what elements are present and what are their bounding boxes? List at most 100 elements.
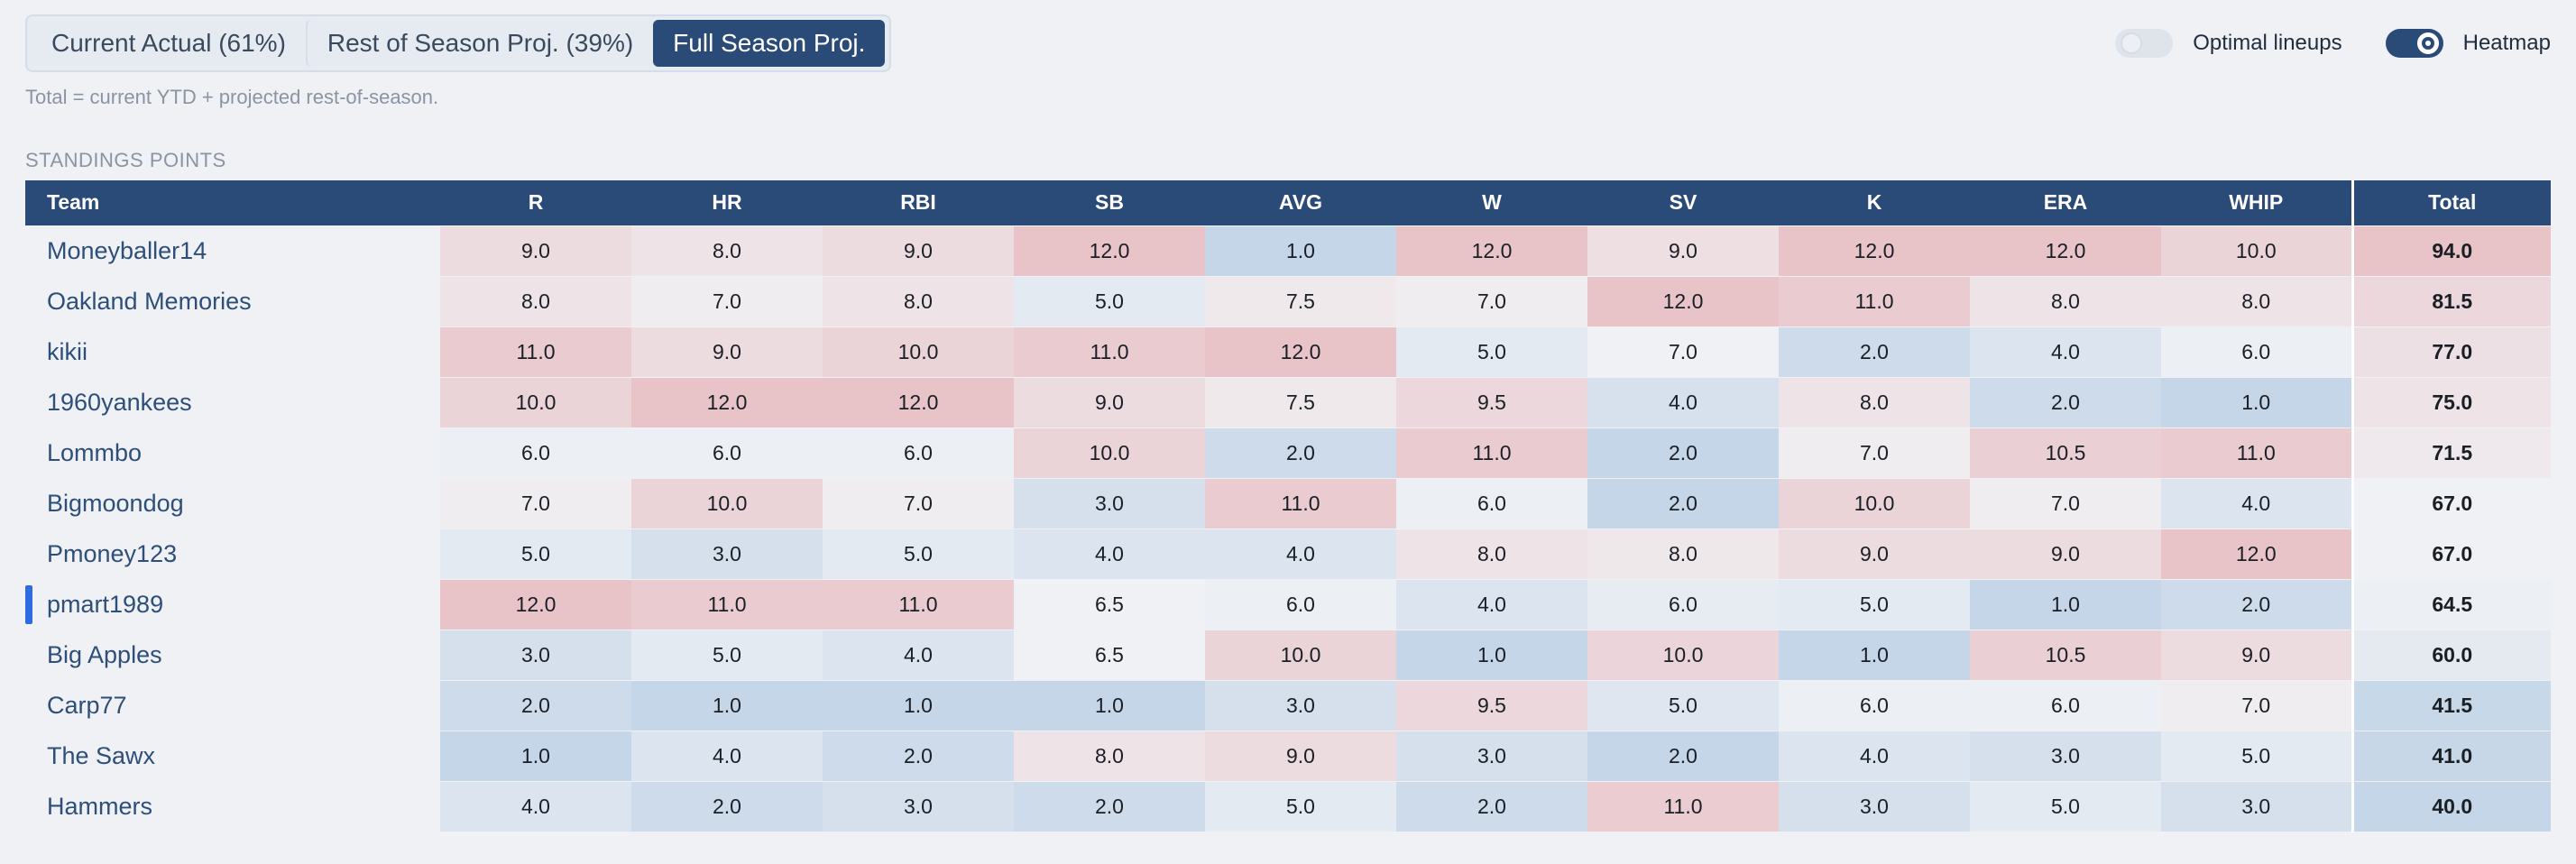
col-header-sb[interactable]: SB bbox=[1014, 180, 1205, 225]
standings-body: Moneyballer14 9.0 8.0 9.0 12.0 1.0 12.0 9.0 12.0… bbox=[25, 225, 2551, 832]
col-header-era[interactable]: ERA bbox=[1970, 180, 2161, 225]
stat-cell: 7.0 bbox=[2161, 679, 2352, 731]
stat-cell: 4.0 bbox=[1396, 578, 1587, 630]
table-row[interactable]: Hammers 4.0 2.0 3.0 2.0 5.0 2.0 11.0 3.0 5.0 3.0 40… bbox=[25, 780, 2551, 832]
stat-cell: 12.0 bbox=[631, 376, 823, 428]
switch-knob bbox=[2416, 32, 2439, 54]
team-name[interactable]: Big Apples bbox=[25, 629, 440, 681]
col-header-team[interactable]: Team bbox=[25, 180, 440, 225]
stat-cell: 11.0 bbox=[1396, 427, 1587, 479]
total-note: Total = current YTD + projected rest-of-… bbox=[25, 86, 439, 108]
optimal-lineups-switch[interactable] bbox=[2115, 29, 2174, 58]
tab-full-season[interactable]: Full Season Proj. bbox=[653, 20, 886, 67]
stat-cell: 4.0 bbox=[1014, 528, 1205, 580]
team-name[interactable]: Moneyballer14 bbox=[25, 225, 440, 277]
stat-cell: 7.0 bbox=[1587, 326, 1779, 378]
table-row[interactable]: Bigmoondog 7.0 10.0 7.0 3.0 11.0 6.0 2.0 10.0 7.0… bbox=[25, 477, 2551, 529]
table-row[interactable]: Pmoney123 5.0 3.0 5.0 4.0 4.0 8.0 8.0 9.0 9.0 12.0… bbox=[25, 528, 2551, 580]
col-header-r[interactable]: R bbox=[440, 180, 631, 225]
total-cell: 40.0 bbox=[2351, 780, 2551, 832]
stat-cell: 8.0 bbox=[631, 225, 823, 277]
stat-cell: 11.0 bbox=[1587, 780, 1779, 832]
table-row[interactable]: Oakland Memories 8.0 7.0 8.0 5.0 7.5 7.0 12.0 11… bbox=[25, 275, 2551, 327]
stat-cell: 11.0 bbox=[2161, 427, 2352, 479]
stat-cell: 10.5 bbox=[1970, 629, 2161, 681]
team-name[interactable]: Hammers bbox=[25, 780, 440, 832]
stat-cell: 8.0 bbox=[1014, 730, 1205, 782]
col-header-avg[interactable]: AVG bbox=[1205, 180, 1396, 225]
stat-cell: 5.0 bbox=[1779, 578, 1970, 630]
total-cell: 41.5 bbox=[2351, 679, 2551, 731]
stat-cell: 1.0 bbox=[823, 679, 1014, 731]
stat-cell: 12.0 bbox=[1396, 225, 1587, 277]
stat-cell: 9.0 bbox=[440, 225, 631, 277]
table-row[interactable]: The Sawx 1.0 4.0 2.0 8.0 9.0 3.0 2.0 4.0 3.0 5.0 41… bbox=[25, 730, 2551, 782]
table-row[interactable]: Big Apples 3.0 5.0 4.0 6.5 10.0 1.0 10.0 1.0 10.5… bbox=[25, 629, 2551, 681]
stat-cell: 6.0 bbox=[1396, 477, 1587, 529]
stat-cell: 3.0 bbox=[823, 780, 1014, 832]
team-name[interactable]: Oakland Memories bbox=[25, 275, 440, 327]
stat-cell: 3.0 bbox=[1014, 477, 1205, 529]
header-row: Team R HR RBI SB AVG W SV K ERA WHIP Tot… bbox=[25, 180, 2551, 225]
stat-cell: 12.0 bbox=[1970, 225, 2161, 277]
switch-knob bbox=[2121, 32, 2143, 54]
team-name[interactable]: Pmoney123 bbox=[25, 528, 440, 580]
stat-cell: 5.0 bbox=[1205, 780, 1396, 832]
stat-cell: 3.0 bbox=[440, 629, 631, 681]
table-row[interactable]: 1960yankees 10.0 12.0 12.0 9.0 7.5 9.5 4.0 8.0 2.… bbox=[25, 376, 2551, 428]
col-header-total[interactable]: Total bbox=[2351, 180, 2551, 225]
stat-cell: 9.0 bbox=[1014, 376, 1205, 428]
stat-cell: 1.0 bbox=[1970, 578, 2161, 630]
table-row[interactable]: Carp77 2.0 1.0 1.0 1.0 3.0 9.5 5.0 6.0 6.0 7.0 41.5 bbox=[25, 679, 2551, 731]
stat-cell: 11.0 bbox=[631, 578, 823, 630]
stat-cell: 3.0 bbox=[2161, 780, 2352, 832]
stat-cell: 9.0 bbox=[1205, 730, 1396, 782]
total-cell: 67.0 bbox=[2351, 528, 2551, 580]
stat-cell: 8.0 bbox=[823, 275, 1014, 327]
col-header-rbi[interactable]: RBI bbox=[823, 180, 1014, 225]
stat-cell: 10.0 bbox=[631, 477, 823, 529]
optimal-lineups-toggle[interactable]: Optimal lineups bbox=[2115, 29, 2342, 58]
team-name[interactable]: kikii bbox=[25, 326, 440, 378]
stat-cell: 10.0 bbox=[440, 376, 631, 428]
stat-cell: 5.0 bbox=[823, 528, 1014, 580]
stat-cell: 9.5 bbox=[1396, 376, 1587, 428]
tab-current-actual[interactable]: Current Actual (61%) bbox=[51, 29, 286, 57]
stat-cell: 8.0 bbox=[1779, 376, 1970, 428]
team-name[interactable]: Bigmoondog bbox=[25, 477, 440, 529]
team-name[interactable]: Carp77 bbox=[25, 679, 440, 731]
team-name[interactable]: The Sawx bbox=[25, 730, 440, 782]
col-header-whip[interactable]: WHIP bbox=[2161, 180, 2352, 225]
total-cell: 81.5 bbox=[2351, 275, 2551, 327]
stat-cell: 5.0 bbox=[631, 629, 823, 681]
stat-cell: 2.0 bbox=[1205, 427, 1396, 479]
stat-cell: 2.0 bbox=[1779, 326, 1970, 378]
stat-cell: 9.0 bbox=[1779, 528, 1970, 580]
stat-cell: 12.0 bbox=[440, 578, 631, 630]
team-name[interactable]: 1960yankees bbox=[25, 376, 440, 428]
col-header-w[interactable]: W bbox=[1396, 180, 1587, 225]
stat-cell: 7.0 bbox=[823, 477, 1014, 529]
table-row[interactable]: Moneyballer14 9.0 8.0 9.0 12.0 1.0 12.0 9.0 12.0… bbox=[25, 225, 2551, 277]
stat-cell: 3.0 bbox=[1970, 730, 2161, 782]
stat-cell: 1.0 bbox=[631, 679, 823, 731]
stat-cell: 4.0 bbox=[631, 730, 823, 782]
tab-rest-of-season[interactable]: Rest of Season Proj. (39%) bbox=[305, 20, 653, 67]
table-row[interactable]: pmart1989 12.0 11.0 11.0 6.5 6.0 4.0 6.0 5.0 1.0 2… bbox=[25, 578, 2551, 630]
stat-cell: 7.0 bbox=[631, 275, 823, 327]
col-header-hr[interactable]: HR bbox=[631, 180, 823, 225]
stat-cell: 2.0 bbox=[1970, 376, 2161, 428]
table-row[interactable]: Lommbo 6.0 6.0 6.0 10.0 2.0 11.0 2.0 7.0 10.5 11.0… bbox=[25, 427, 2551, 479]
heatmap-label: Heatmap bbox=[2462, 31, 2551, 55]
heatmap-toggle[interactable]: Heatmap bbox=[2385, 29, 2551, 58]
team-name[interactable]: Lommbo bbox=[25, 427, 440, 479]
heatmap-switch[interactable] bbox=[2385, 29, 2443, 58]
table-row[interactable]: kikii 11.0 9.0 10.0 11.0 12.0 5.0 7.0 2.0 4.0 6.0 7… bbox=[25, 326, 2551, 378]
stat-cell: 5.0 bbox=[1014, 275, 1205, 327]
view-segmented-control: Current Actual (61%) Rest of Season Proj… bbox=[25, 14, 892, 72]
stat-cell: 6.0 bbox=[2161, 326, 2352, 378]
stat-cell: 5.0 bbox=[2161, 730, 2352, 782]
col-header-sv[interactable]: SV bbox=[1587, 180, 1779, 225]
col-header-k[interactable]: K bbox=[1779, 180, 1970, 225]
team-name[interactable]: pmart1989 bbox=[25, 578, 440, 630]
